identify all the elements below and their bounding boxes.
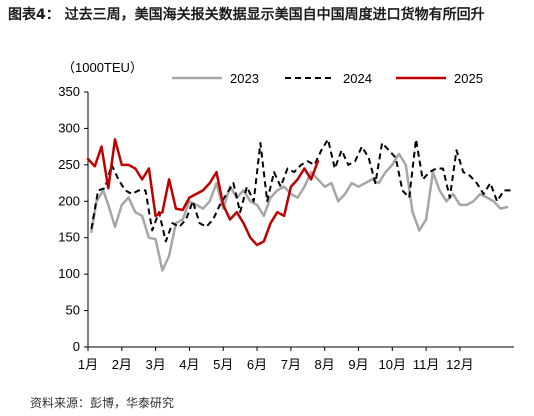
series-line-2023 <box>90 152 509 272</box>
y-tick-label: 350 <box>58 84 80 99</box>
legend-label-2024: 2024 <box>343 71 372 86</box>
y-tick-label: 0 <box>73 339 80 354</box>
x-tick-label: 8月 <box>315 357 335 372</box>
source-note: 资料来源：彭博，华泰研究 <box>30 396 175 410</box>
x-tick-label: 3月 <box>146 357 166 372</box>
legend-label-2025: 2025 <box>454 71 483 86</box>
legend-label-2023: 2023 <box>230 71 259 86</box>
x-tick-label: 2月 <box>112 357 132 372</box>
y-unit-label: （1000TEU） <box>62 60 143 75</box>
x-tick-label: 7月 <box>281 357 301 372</box>
y-tick-label: 50 <box>66 303 80 318</box>
x-tick-label: 1月 <box>78 357 98 372</box>
y-tick-label: 100 <box>58 266 80 281</box>
x-tick-label: 10月 <box>379 357 406 372</box>
x-tick-label: 12月 <box>446 357 473 372</box>
y-tick-label: 150 <box>58 230 80 245</box>
axes-layer: 0 50 100 150 200 250 300 350 1月 2月 3月 4月 5月 6月 7月 8月 9月 1… <box>58 84 514 372</box>
series-line-2024 <box>90 138 511 243</box>
x-tick-label: 9月 <box>348 357 368 372</box>
y-tick-label: 200 <box>58 193 80 208</box>
legend: 2023 2024 2025 <box>172 71 483 86</box>
x-tick-label: 4月 <box>179 357 199 372</box>
x-tick-label: 6月 <box>247 357 267 372</box>
series-line-2025 <box>86 138 320 247</box>
y-tick-label: 300 <box>58 120 80 135</box>
y-tick-label: 250 <box>58 157 80 172</box>
chart-title: 图表4： 过去三周，美国海关报关数据显示美国自中国周度进口货物有所回升 <box>8 7 485 23</box>
x-tick-label: 5月 <box>213 357 233 372</box>
x-tick-label: 11月 <box>413 357 440 372</box>
series-layer <box>86 138 511 272</box>
